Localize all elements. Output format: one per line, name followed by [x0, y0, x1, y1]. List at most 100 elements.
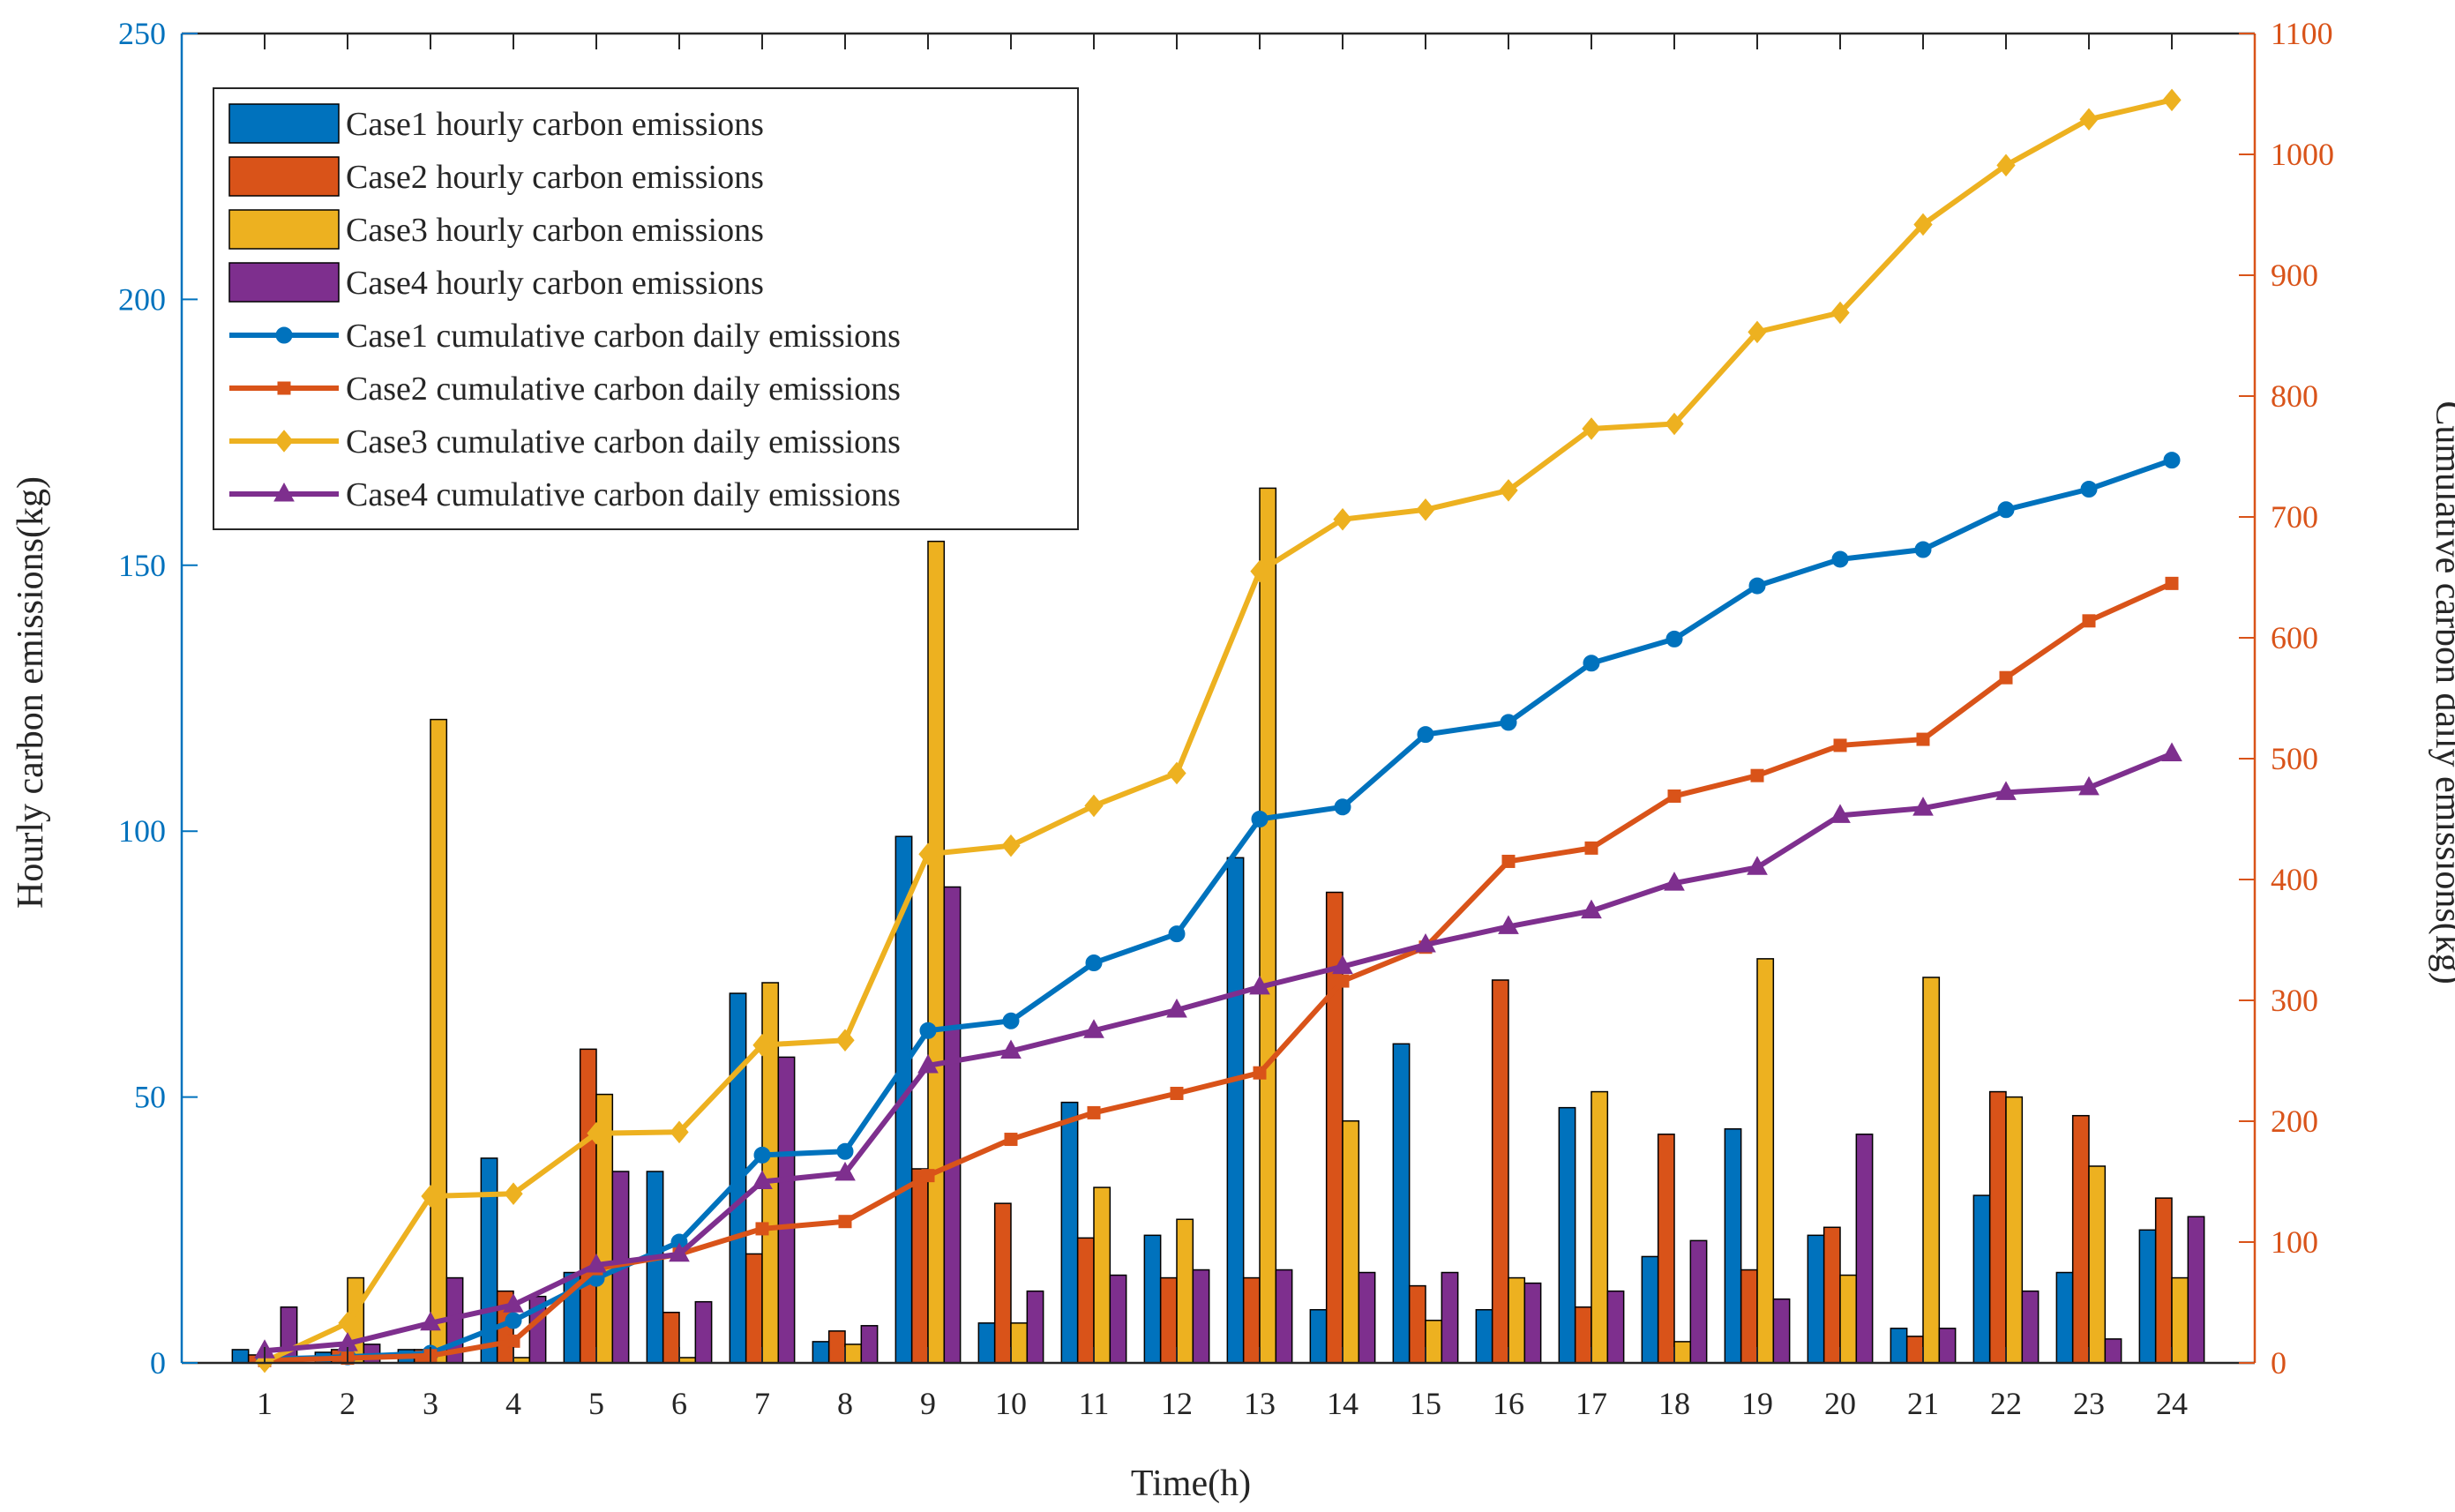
y-right-tick-label: 500 — [2271, 741, 2318, 776]
legend-marker — [273, 482, 295, 502]
bar-case3-hour-23 — [2088, 1165, 2107, 1364]
legend-marker — [275, 326, 293, 344]
axes-layer: 0 50 100 150 200 250 0 100 200 300 400 500 600 700 800… — [118, 16, 2334, 1421]
point-case1-hour-8 — [836, 1142, 854, 1160]
bar-case2-hour-6 — [662, 1311, 680, 1364]
point-case3-hour-13 — [1250, 559, 1269, 583]
point-case2-hour-8 — [838, 1215, 852, 1229]
point-case1-hour-17 — [1583, 655, 1600, 672]
y-right-tick-label: 400 — [2271, 862, 2318, 897]
point-case4-hour-17 — [1581, 899, 1602, 919]
point-case4-hour-18 — [1664, 872, 1685, 891]
bar-case2-hour-9 — [910, 1168, 929, 1364]
bar-case1-hour-10 — [977, 1322, 996, 1364]
bar-case4-hour-14 — [1358, 1271, 1376, 1364]
bar-case1-hour-6 — [646, 1171, 664, 1364]
legend-label: Case1 hourly carbon emissions — [346, 106, 764, 143]
bar-case4-hour-15 — [1441, 1271, 1459, 1364]
point-case4-hour-24 — [2161, 742, 2182, 762]
point-case3-hour-21 — [1913, 213, 1933, 236]
point-case2-hour-4 — [506, 1334, 520, 1348]
y-left-tick-label: 50 — [134, 1080, 166, 1115]
bar-case4-hour-23 — [2104, 1338, 2122, 1364]
legend-entry-3: Case3 hourly carbon emissions — [228, 209, 764, 250]
x-tick-label: 5 — [588, 1386, 604, 1421]
y-axis-label-right: Cumulative carbon daily emissions(kg) — [2428, 400, 2455, 984]
bar-case2-hour-15 — [1408, 1284, 1426, 1364]
point-case3-hour-5 — [587, 1121, 606, 1145]
point-case4-hour-23 — [2078, 775, 2099, 796]
line-case3-cumulative — [263, 97, 2173, 1365]
legend-entry-2: Case2 hourly carbon emissions — [228, 156, 764, 197]
bar-case3-hour-16 — [1508, 1276, 1526, 1364]
point-case3-hour-20 — [1830, 301, 1850, 325]
point-case2-hour-11 — [1087, 1105, 1101, 1119]
bar-case3-hour-20 — [1839, 1274, 1858, 1364]
bar-case2-hour-7 — [745, 1253, 763, 1364]
point-case2-hour-13 — [1253, 1066, 1267, 1080]
point-case1-hour-23 — [2080, 480, 2098, 498]
bar-case2-hour-5 — [579, 1048, 597, 1364]
bar-case4-hour-6 — [694, 1300, 713, 1364]
bar-case3-hour-18 — [1673, 1341, 1692, 1364]
bar-case1-hour-12 — [1143, 1234, 1162, 1364]
point-case4-hour-20 — [1830, 804, 1851, 823]
legend-entry-5: Case1 cumulative carbon daily emissions — [229, 318, 901, 355]
bar-case4-hour-9 — [943, 886, 962, 1364]
point-case2-hour-24 — [2165, 576, 2179, 590]
bar-case2-hour-16 — [1491, 979, 1509, 1364]
bar-case1-hour-16 — [1475, 1308, 1493, 1364]
point-case4-hour-21 — [1912, 797, 1934, 816]
x-tick-label: 19 — [1741, 1386, 1773, 1421]
y-right-tick-label: 900 — [2271, 258, 2318, 293]
line-case1-cumulative — [264, 457, 2173, 1362]
bar-case4-hour-20 — [1855, 1134, 1874, 1364]
line-case4-cumulative — [264, 751, 2174, 1354]
point-case4-hour-6 — [669, 1242, 690, 1262]
legend-swatch — [228, 209, 340, 250]
bar-case4-hour-7 — [777, 1056, 796, 1364]
bar-case2-hour-23 — [2071, 1114, 2090, 1364]
bar-case1-hour-24 — [2138, 1229, 2157, 1364]
x-tick-label: 17 — [1576, 1386, 1607, 1421]
y-right-tick-label: 300 — [2271, 983, 2318, 1018]
x-tick-label: 12 — [1161, 1386, 1193, 1421]
legend-marker — [274, 430, 294, 453]
point-case2-hour-18 — [1667, 789, 1681, 803]
point-case2-hour-20 — [1833, 738, 1847, 752]
y-right-tick-label: 700 — [2271, 499, 2318, 535]
bar-case3-hour-3 — [430, 718, 448, 1364]
line-case2-cumulative — [264, 580, 2174, 1364]
point-case2-hour-16 — [1501, 854, 1516, 868]
legend-entry-6: Case2 cumulative carbon daily emissions — [229, 371, 901, 408]
point-case4-hour-5 — [586, 1253, 607, 1273]
y-right-tick-label: 0 — [2271, 1345, 2287, 1381]
x-tick-label: 10 — [995, 1386, 1027, 1421]
bar-case1-hour-21 — [1890, 1328, 1908, 1364]
x-tick-label: 14 — [1327, 1386, 1358, 1421]
point-case1-hour-21 — [1914, 541, 1932, 558]
legend: Case1 hourly carbon emissions Case2 hourl… — [213, 87, 1079, 530]
point-case2-hour-22 — [1999, 670, 2013, 685]
point-case2-hour-9 — [921, 1169, 935, 1183]
legend-label: Case1 cumulative carbon daily emissions — [346, 318, 901, 355]
point-case1-hour-19 — [1748, 577, 1766, 595]
y-right-tick-label: 1100 — [2271, 16, 2333, 51]
point-case4-hour-10 — [1000, 1039, 1022, 1059]
legend-entry-8: Case4 cumulative carbon daily emissions — [229, 476, 901, 513]
bar-case4-hour-22 — [2021, 1290, 2040, 1364]
bar-case3-hour-10 — [1010, 1322, 1029, 1364]
x-tick-label: 16 — [1493, 1386, 1524, 1421]
point-case1-hour-20 — [1831, 550, 1849, 568]
y-left-tick-label: 250 — [118, 16, 166, 51]
point-case4-hour-15 — [1415, 932, 1436, 953]
x-axis-label: Time(h) — [1131, 1463, 1251, 1504]
bar-case4-hour-11 — [1109, 1274, 1127, 1364]
bar-case2-hour-8 — [827, 1330, 846, 1364]
point-case1-hour-13 — [1251, 811, 1269, 827]
x-tick-label: 20 — [1824, 1386, 1856, 1421]
x-tick-label: 8 — [837, 1386, 853, 1421]
y-left-tick-label: 100 — [118, 813, 166, 849]
x-tick-label: 24 — [2156, 1386, 2188, 1421]
